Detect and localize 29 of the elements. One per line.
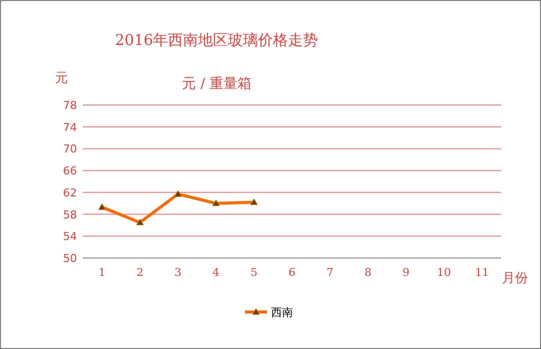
point xyxy=(136,218,144,226)
y-tick-label: 58 xyxy=(63,208,77,222)
x-tick-label: 3 xyxy=(174,266,182,279)
x-tick-label: 1 xyxy=(98,266,106,279)
x-tick-label: 8 xyxy=(364,266,372,279)
point xyxy=(174,190,182,197)
point xyxy=(98,203,106,210)
y-tick-label: 62 xyxy=(63,186,77,200)
legend-label: 西南 xyxy=(271,306,293,319)
chart-subtitle: 元 / 重量箱 xyxy=(182,76,252,92)
y-tick-label: 78 xyxy=(63,99,77,112)
x-tick-label: 9 xyxy=(402,266,410,279)
point xyxy=(250,198,258,206)
y-tick-label: 66 xyxy=(63,164,77,178)
y-tick-label: 70 xyxy=(63,142,77,156)
x-tick-label: 11 xyxy=(475,266,489,279)
x-tick-label: 2 xyxy=(136,266,144,279)
x-tick-label: 5 xyxy=(250,266,258,279)
x-tick-label: 10 xyxy=(437,266,451,279)
y-tick-label: 50 xyxy=(63,252,77,265)
x-tick-label: 7 xyxy=(326,266,334,279)
y-axis-title: 元 xyxy=(55,71,68,86)
x-axis-title: 月份 xyxy=(502,271,528,286)
y-tick-label: 54 xyxy=(63,230,77,244)
chart-title: 2016年西南地区玻璃价格走势 xyxy=(115,31,318,49)
x-tick-label: 6 xyxy=(288,266,296,279)
point xyxy=(212,200,220,206)
y-tick-label: 74 xyxy=(63,120,77,134)
x-tick-label: 4 xyxy=(212,266,220,279)
